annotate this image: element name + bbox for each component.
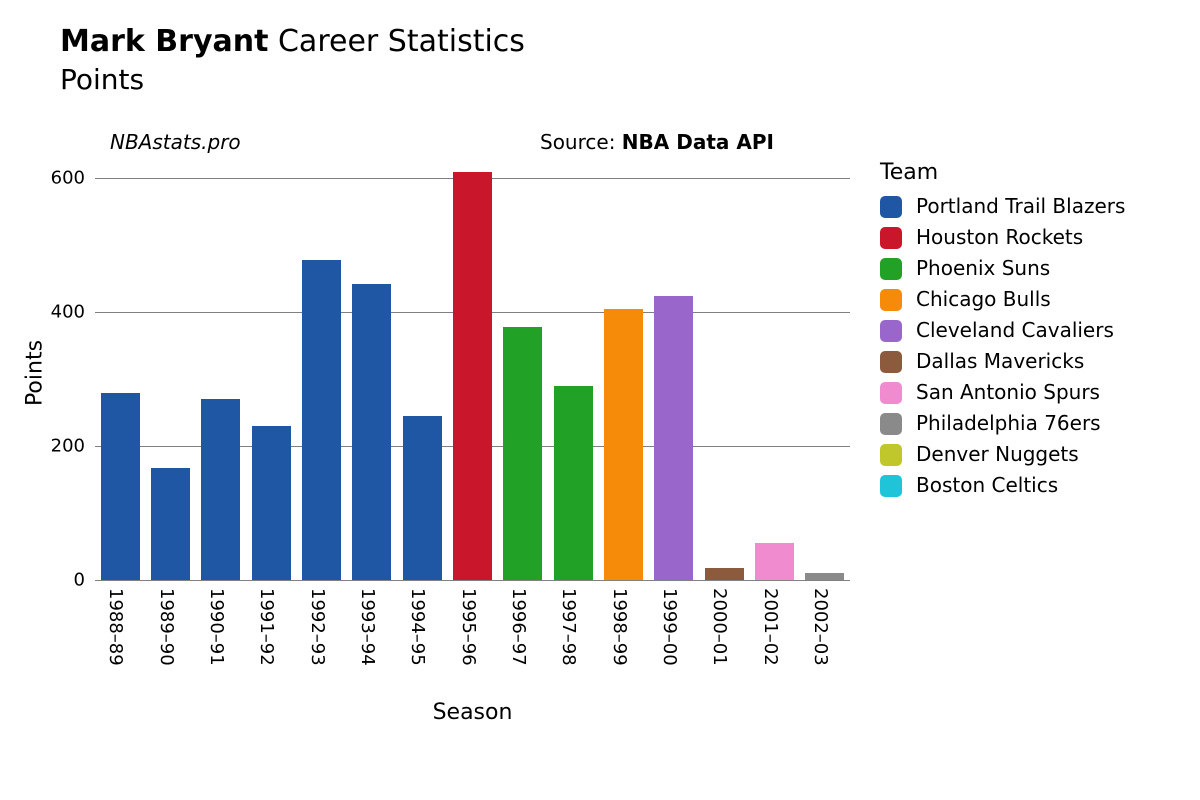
chart-root: Mark Bryant Career Statistics Points NBA…: [0, 0, 1200, 800]
legend-label: Philadelphia 76ers: [916, 408, 1101, 439]
legend-swatch: [880, 227, 902, 249]
x-tick-label: 1989–90: [156, 588, 177, 666]
legend-item: Phoenix Suns: [880, 253, 1125, 284]
bars-container: [95, 165, 850, 580]
legend-item: Denver Nuggets: [880, 439, 1125, 470]
x-tick-label: 1991–92: [256, 588, 277, 666]
legend-label: Dallas Mavericks: [916, 346, 1084, 377]
legend-label: Phoenix Suns: [916, 253, 1050, 284]
legend-swatch: [880, 320, 902, 342]
legend-swatch: [880, 351, 902, 373]
legend-item: Boston Celtics: [880, 470, 1125, 501]
legend-item: Cleveland Cavaliers: [880, 315, 1125, 346]
x-tick-label: 1995–96: [458, 588, 479, 666]
player-name: Mark Bryant: [60, 24, 268, 59]
bar: [252, 426, 291, 580]
legend-item: Philadelphia 76ers: [880, 408, 1125, 439]
x-tick-label: 1990–91: [206, 588, 227, 666]
legend-item: San Antonio Spurs: [880, 377, 1125, 408]
x-tick-label: 1992–93: [307, 588, 328, 666]
legend-item: Dallas Mavericks: [880, 346, 1125, 377]
bar: [755, 543, 794, 580]
x-tick-label: 2002–03: [810, 588, 831, 666]
y-axis-label: Points: [23, 339, 48, 405]
bar: [503, 327, 542, 580]
bar: [403, 416, 442, 580]
legend-swatch: [880, 289, 902, 311]
x-tick-label: 2000–01: [709, 588, 730, 666]
chart-subtitle: Points: [60, 62, 525, 98]
bar: [352, 284, 391, 580]
source-prefix: Source:: [540, 130, 622, 154]
bar: [554, 386, 593, 580]
chart-title-block: Mark Bryant Career Statistics Points: [60, 24, 525, 98]
attribution-source: Source: NBA Data API: [540, 130, 774, 154]
bar: [302, 260, 341, 580]
legend-swatch: [880, 258, 902, 280]
legend-label: Boston Celtics: [916, 470, 1058, 501]
bar: [201, 399, 240, 580]
legend-swatch: [880, 382, 902, 404]
x-tick-label: 2001–02: [760, 588, 781, 666]
legend-swatch: [880, 413, 902, 435]
x-tick-label: 1997–98: [558, 588, 579, 666]
x-tick-label: 1998–99: [609, 588, 630, 666]
bar: [604, 309, 643, 580]
x-tick-label: 1993–94: [357, 588, 378, 666]
gridline: [95, 580, 850, 581]
x-tick-label: 1999–00: [659, 588, 680, 666]
legend-label: Chicago Bulls: [916, 284, 1051, 315]
legend: Team Portland Trail BlazersHouston Rocke…: [880, 160, 1125, 501]
legend-item: Chicago Bulls: [880, 284, 1125, 315]
legend-label: Houston Rockets: [916, 222, 1083, 253]
legend-item: Portland Trail Blazers: [880, 191, 1125, 222]
legend-swatch: [880, 475, 902, 497]
legend-title: Team: [880, 160, 1125, 185]
legend-swatch: [880, 444, 902, 466]
x-tick-label: 1996–97: [508, 588, 529, 666]
bar: [453, 172, 492, 580]
x-axis-label: Season: [433, 700, 513, 725]
legend-label: Portland Trail Blazers: [916, 191, 1125, 222]
legend-label: Denver Nuggets: [916, 439, 1079, 470]
title-suffix: Career Statistics: [268, 24, 524, 59]
x-tick-label: 1994–95: [407, 588, 428, 666]
y-tick-label: 200: [51, 436, 95, 457]
legend-label: San Antonio Spurs: [916, 377, 1100, 408]
legend-item: Houston Rockets: [880, 222, 1125, 253]
bar: [654, 296, 693, 580]
y-tick-label: 600: [51, 168, 95, 189]
source-name: NBA Data API: [622, 130, 774, 154]
y-tick-label: 400: [51, 302, 95, 323]
legend-items: Portland Trail BlazersHouston RocketsPho…: [880, 191, 1125, 501]
bar: [101, 393, 140, 580]
attribution-site: NBAstats.pro: [110, 130, 241, 154]
plot-area: 0200400600 1988–891989–901990–911991–921…: [95, 165, 850, 580]
bar: [705, 568, 744, 580]
bar: [151, 468, 190, 580]
chart-title: Mark Bryant Career Statistics: [60, 24, 525, 60]
x-tick-label: 1988–89: [105, 588, 126, 666]
legend-swatch: [880, 196, 902, 218]
y-tick-label: 0: [74, 570, 95, 591]
legend-label: Cleveland Cavaliers: [916, 315, 1114, 346]
bar: [805, 573, 844, 580]
